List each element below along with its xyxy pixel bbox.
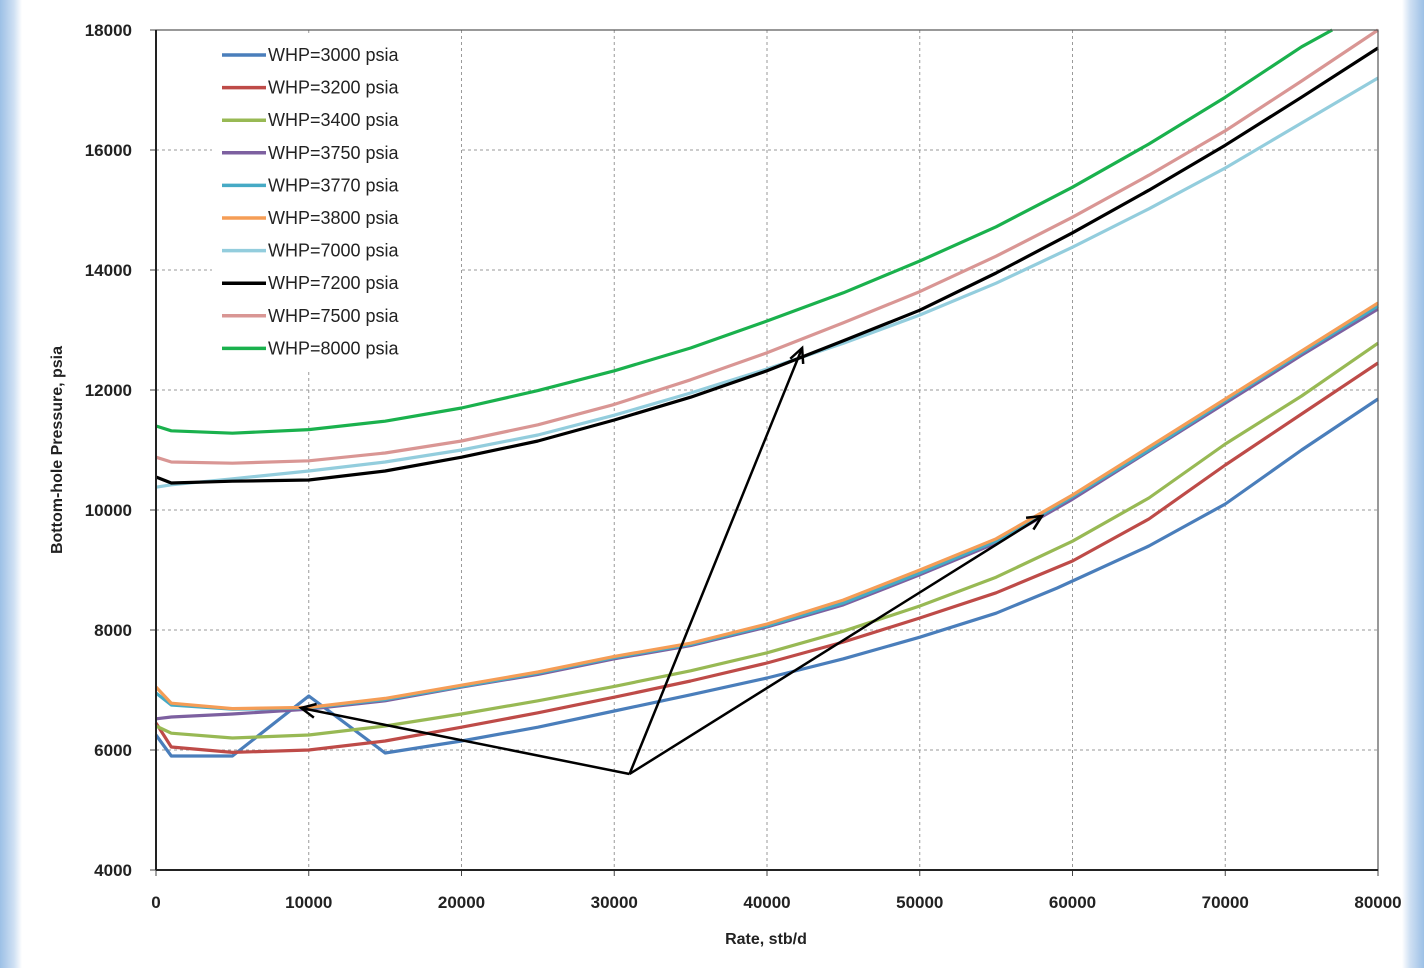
tick-labels: 4000 6000 8000 10000 12000 14000 16000 18000 0 10…	[85, 21, 1402, 912]
legend-label: WHP=7200 psia	[268, 273, 400, 293]
legend-label: WHP=3200 psia	[268, 78, 400, 98]
series-line-2	[154, 361, 1379, 755]
x-tick-label: 60000	[1049, 893, 1096, 912]
y-tick-label: 8000	[94, 621, 132, 640]
legend-label: WHP=3770 psia	[268, 175, 400, 195]
annotation-arrowhead-3	[1025, 514, 1045, 531]
series-line-6	[154, 301, 1379, 711]
annotation-arrows	[298, 345, 1045, 776]
legend-label: WHP=8000 psia	[268, 338, 400, 358]
y-tick-label: 4000	[94, 861, 132, 880]
legend-label: WHP=7500 psia	[268, 306, 400, 326]
annotation-arrow-2	[628, 347, 804, 775]
x-tick-label: 40000	[743, 893, 790, 912]
x-tick-label: 50000	[896, 893, 943, 912]
y-tick-label: 12000	[85, 381, 132, 400]
y-tick-label: 14000	[85, 261, 132, 280]
annotation-arrow-1	[300, 706, 630, 776]
series-line-7	[155, 76, 1379, 489]
x-tick-label: 0	[151, 893, 160, 912]
x-axis-title: Rate, stb/d	[725, 931, 807, 948]
series-line-9	[155, 28, 1379, 465]
x-tick-label: 80000	[1354, 893, 1401, 912]
series-line-10	[155, 28, 1333, 435]
axes	[155, 29, 1379, 871]
x-tick-label: 10000	[285, 893, 332, 912]
y-axis-title: Bottom-hole Pressure, psia	[49, 346, 66, 554]
legend-label: WHP=3400 psia	[268, 110, 400, 130]
legend-label: WHP=3000 psia	[268, 45, 400, 65]
x-tick-label: 20000	[438, 893, 485, 912]
legend-label: WHP=7000 psia	[268, 241, 400, 261]
series-line-8	[155, 46, 1379, 485]
y-tick-label: 10000	[85, 501, 132, 520]
y-tick-label: 16000	[85, 141, 132, 160]
y-tick-label: 18000	[85, 21, 132, 40]
legend-label: WHP=3800 psia	[268, 208, 400, 228]
x-tick-label: 70000	[1202, 893, 1249, 912]
annotation-arrowhead-2	[789, 345, 805, 365]
annotation-arrowhead-1	[298, 702, 317, 719]
legend: WHP=3000 psia WHP=3200 psia WHP=3400 psia W…	[212, 36, 460, 370]
series-lines	[154, 28, 1379, 758]
series-line-3	[155, 341, 1379, 740]
x-tick-label: 30000	[591, 893, 638, 912]
legend-label: WHP=3750 psia	[268, 143, 400, 163]
annotation-arrow-3	[628, 514, 1043, 776]
y-tick-label: 6000	[94, 741, 132, 760]
